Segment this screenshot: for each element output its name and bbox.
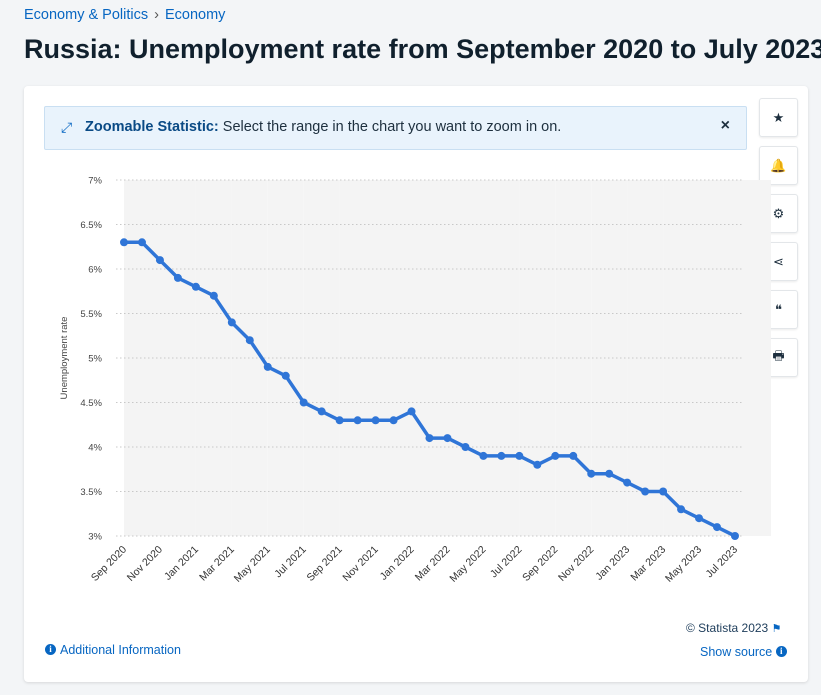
close-icon[interactable]: × bbox=[720, 117, 730, 134]
x-tick-label: Sep 2020 bbox=[89, 544, 129, 584]
alternating-band bbox=[339, 180, 376, 536]
data-point bbox=[461, 443, 470, 451]
y-tick-label: 7% bbox=[88, 176, 102, 187]
print-icon: 🖶 bbox=[772, 347, 785, 363]
alternating-band bbox=[375, 180, 412, 536]
alternating-band bbox=[195, 180, 232, 536]
data-point bbox=[155, 256, 164, 265]
data-point bbox=[713, 523, 722, 532]
x-tick-label: Sep 2021 bbox=[304, 544, 344, 584]
additional-information-link[interactable]: i Additional Information bbox=[45, 643, 181, 657]
y-tick-label: 4.5% bbox=[80, 398, 102, 409]
data-point bbox=[605, 469, 614, 478]
show-source-label: Show source bbox=[700, 645, 773, 659]
zoom-banner-message: Select the range in the chart you want t… bbox=[222, 119, 562, 135]
x-tick-label: Jul 2022 bbox=[488, 544, 525, 581]
alternating-band bbox=[303, 180, 340, 536]
data-point bbox=[497, 451, 506, 460]
x-tick-label: Jan 2022 bbox=[378, 544, 417, 583]
x-tick-label: Sep 2022 bbox=[520, 544, 560, 584]
data-point bbox=[137, 238, 146, 247]
info-icon: i bbox=[45, 644, 56, 656]
breadcrumb-link-economy-politics[interactable]: Economy & Politics bbox=[24, 7, 149, 23]
data-point bbox=[659, 487, 668, 496]
x-tick-label: May 2022 bbox=[447, 544, 488, 585]
additional-information-label: Additional Information bbox=[60, 643, 181, 657]
data-point bbox=[515, 451, 524, 460]
data-point bbox=[299, 398, 308, 407]
data-point bbox=[227, 318, 236, 327]
favorite-button[interactable]: ★ bbox=[759, 98, 798, 137]
data-point bbox=[730, 532, 739, 540]
breadcrumb-separator: › bbox=[154, 7, 159, 23]
quote-icon: ❝ bbox=[775, 301, 782, 317]
x-tick-label: Jan 2021 bbox=[162, 544, 201, 583]
show-source-link[interactable]: Show source i bbox=[700, 645, 791, 659]
y-tick-label: 4% bbox=[88, 443, 102, 454]
data-point bbox=[245, 336, 254, 345]
bell-icon: 🔔 bbox=[770, 157, 787, 173]
x-tick-label: Nov 2021 bbox=[340, 544, 380, 584]
x-tick-label: Jul 2021 bbox=[272, 544, 309, 581]
x-tick-label: Jul 2023 bbox=[704, 544, 741, 581]
data-point bbox=[587, 469, 596, 478]
data-point bbox=[353, 416, 362, 425]
zoom-banner-text: Zoomable Statistic: Select the range in … bbox=[85, 119, 561, 135]
x-tick-label: May 2023 bbox=[663, 544, 704, 585]
data-point bbox=[263, 362, 272, 371]
x-tick-label: Nov 2020 bbox=[125, 544, 165, 584]
data-point bbox=[281, 371, 290, 380]
x-tick-label: Mar 2023 bbox=[628, 544, 668, 584]
flag-icon[interactable]: ⚑ bbox=[771, 623, 782, 635]
y-tick-label: 3% bbox=[88, 532, 102, 543]
zoom-banner-label: Zoomable Statistic: bbox=[85, 119, 219, 135]
data-point bbox=[371, 416, 380, 425]
x-tick-label: Mar 2022 bbox=[413, 544, 453, 584]
breadcrumb-link-economy[interactable]: Economy bbox=[164, 7, 226, 23]
data-point bbox=[677, 505, 686, 514]
data-point bbox=[317, 407, 326, 416]
breadcrumb: Economy & Politics › Economy bbox=[24, 7, 225, 23]
alternating-band bbox=[159, 180, 196, 536]
x-tick-label: Jan 2023 bbox=[593, 544, 632, 583]
data-point bbox=[623, 478, 632, 487]
copyright-text: © Statista 2023 ⚑ bbox=[686, 621, 781, 635]
y-tick-label: 3.5% bbox=[80, 487, 102, 498]
notification-button[interactable]: 🔔 bbox=[759, 146, 798, 185]
alternating-band bbox=[267, 180, 304, 536]
data-point bbox=[209, 291, 218, 300]
data-point bbox=[569, 451, 578, 460]
zoom-info-banner: ⤢ Zoomable Statistic: Select the range i… bbox=[44, 106, 747, 150]
data-point bbox=[443, 434, 452, 443]
y-axis-label: Unemployment rate bbox=[59, 317, 70, 400]
data-point bbox=[533, 460, 542, 469]
data-point bbox=[191, 282, 200, 291]
y-tick-label: 5.5% bbox=[80, 309, 102, 320]
x-tick-label: Nov 2022 bbox=[556, 544, 596, 584]
data-point bbox=[551, 451, 560, 460]
data-point bbox=[425, 434, 434, 443]
y-tick-label: 6% bbox=[88, 265, 102, 276]
gear-icon: ⚙ bbox=[772, 205, 785, 221]
data-point bbox=[641, 487, 650, 496]
star-icon: ★ bbox=[772, 109, 785, 125]
info-icon: i bbox=[775, 646, 787, 658]
y-tick-label: 6.5% bbox=[80, 220, 102, 231]
expand-icon: ⤢ bbox=[61, 119, 73, 135]
data-point bbox=[120, 238, 128, 247]
x-tick-label: Mar 2021 bbox=[197, 544, 237, 584]
data-point bbox=[479, 451, 488, 460]
page-title: Russia: Unemployment rate from September… bbox=[24, 34, 821, 64]
share-icon: ⋖ bbox=[773, 253, 784, 269]
x-tick-label: May 2021 bbox=[232, 544, 273, 585]
y-tick-label: 5% bbox=[88, 354, 102, 365]
data-point bbox=[335, 416, 344, 425]
data-point bbox=[695, 514, 704, 523]
data-point bbox=[389, 416, 398, 425]
data-point bbox=[173, 273, 182, 282]
copyright-label: © Statista 2023 bbox=[686, 621, 769, 635]
data-point bbox=[407, 407, 416, 416]
